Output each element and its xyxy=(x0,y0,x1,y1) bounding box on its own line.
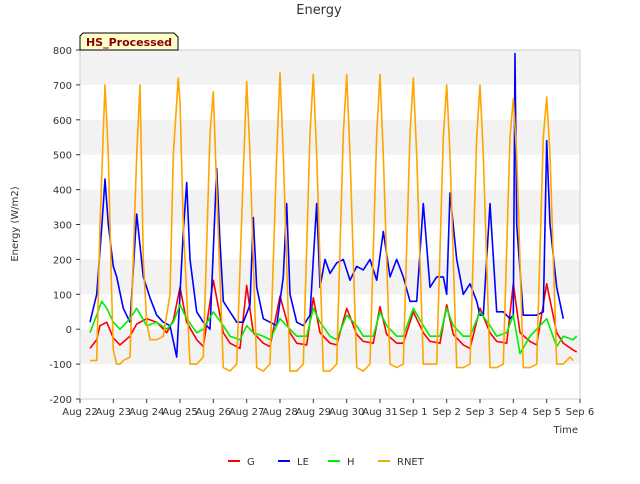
x-tick-label: Sep 1 xyxy=(399,407,427,418)
x-tick-label: Sep 3 xyxy=(466,407,494,418)
x-tick-label: Aug 29 xyxy=(296,407,331,418)
y-tick-label: 200 xyxy=(53,255,72,266)
legend-item-rnet: RNET xyxy=(378,457,425,468)
y-tick-label: 300 xyxy=(53,221,72,232)
y-axis-ticks: -200 -100 0 100 200 300 400 500 600 700 800 xyxy=(49,46,80,406)
legend: G LE H RNET xyxy=(228,457,425,468)
legend-item-le: LE xyxy=(278,457,309,468)
legend-label: LE xyxy=(297,457,309,468)
y-tick-label: 0 xyxy=(66,325,72,336)
grid-band xyxy=(80,50,580,85)
legend-label: H xyxy=(347,457,355,468)
grid-band xyxy=(80,154,580,190)
x-tick-label: Sep 5 xyxy=(532,407,560,418)
legend-item-g: G xyxy=(228,457,255,468)
grid-bands xyxy=(80,50,580,399)
grid-band xyxy=(80,189,580,225)
x-tick-label: Aug 31 xyxy=(362,407,397,418)
y-tick-label: 800 xyxy=(53,46,72,57)
x-tick-label: Sep 4 xyxy=(499,407,527,418)
x-tick-label: Aug 30 xyxy=(329,407,364,418)
x-tick-label: Aug 23 xyxy=(96,407,131,418)
grid-band xyxy=(80,224,580,260)
y-tick-label: -200 xyxy=(49,395,72,406)
legend-label: G xyxy=(247,457,255,468)
grid-band xyxy=(80,84,580,120)
x-tick-label: Aug 27 xyxy=(229,407,264,418)
y-tick-label: -100 xyxy=(49,360,72,371)
x-axis-label: Time xyxy=(553,425,578,436)
x-tick-label: Sep 2 xyxy=(432,407,460,418)
grid-band xyxy=(80,364,580,399)
hs-processed-badge: HS_Processed xyxy=(79,32,179,51)
grid-band xyxy=(80,329,580,365)
series-line-g xyxy=(89,279,578,353)
x-tick-label: Sep 6 xyxy=(566,407,594,418)
y-tick-label: 100 xyxy=(53,290,72,301)
legend-label: RNET xyxy=(397,457,425,468)
badge-text: HS_Processed xyxy=(86,36,172,49)
y-tick-label: 700 xyxy=(53,81,72,92)
x-tick-label: Aug 22 xyxy=(62,407,97,418)
y-tick-label: 600 xyxy=(53,116,72,127)
grid-band xyxy=(80,259,580,295)
y-tick-label: 500 xyxy=(53,151,72,162)
y-axis-label: Energy (W/m2) xyxy=(10,186,21,261)
series-layer xyxy=(89,52,578,372)
grid-band xyxy=(80,119,580,155)
x-tick-label: Aug 25 xyxy=(162,407,197,418)
legend-item-h: H xyxy=(328,457,355,468)
x-tick-label: Aug 24 xyxy=(129,407,164,418)
x-tick-label: Aug 28 xyxy=(262,407,297,418)
y-tick-label: 400 xyxy=(53,186,72,197)
series-line-rnet xyxy=(90,71,574,372)
series-line-h xyxy=(89,300,578,355)
x-tick-label: Aug 26 xyxy=(196,407,231,418)
chart-title: Energy xyxy=(296,3,342,18)
